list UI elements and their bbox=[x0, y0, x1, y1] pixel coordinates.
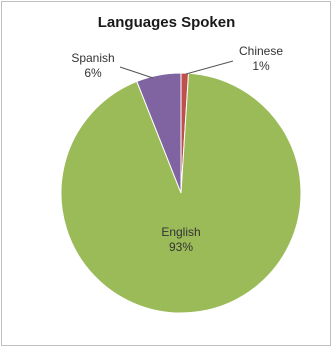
slice-label-english: English bbox=[161, 225, 200, 239]
slice-pct-english: 93% bbox=[169, 240, 193, 254]
slice-label-chinese: Chinese bbox=[239, 44, 283, 58]
slice-label-spanish: Spanish bbox=[71, 51, 114, 65]
leader-line-spanish bbox=[119, 66, 154, 79]
pie-slice-spanish bbox=[136, 72, 182, 194]
chart-title: Languages Spoken bbox=[97, 14, 236, 31]
leader-line-chinese bbox=[185, 60, 234, 75]
slice-pct-chinese: 1% bbox=[252, 59, 270, 73]
slice-pct-spanish: 6% bbox=[84, 66, 102, 80]
